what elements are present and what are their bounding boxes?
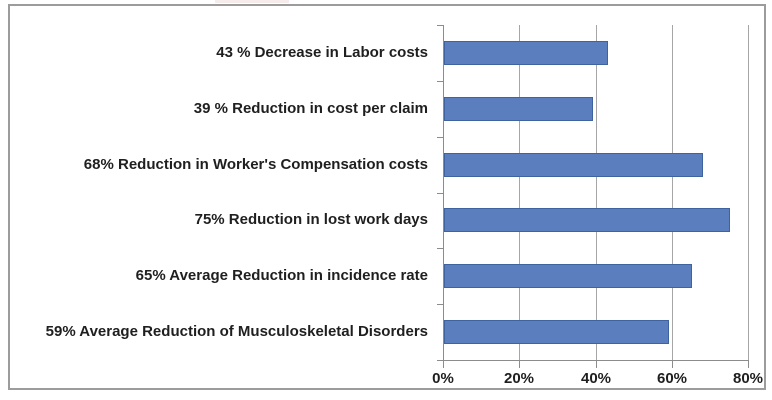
- page-edge-artifact: [215, 0, 289, 3]
- category-label: 75% Reduction in lost work days: [194, 211, 428, 228]
- gridline: [748, 25, 749, 360]
- gridline: [672, 25, 673, 360]
- x-axis-tick: [443, 360, 444, 368]
- y-axis-line: [443, 25, 444, 360]
- bar: [444, 153, 703, 177]
- y-axis-tick: [437, 193, 443, 194]
- x-axis-tick: [672, 360, 673, 368]
- category-label: 59% Average Reduction of Musculoskeletal…: [45, 323, 428, 340]
- y-axis-tick: [437, 360, 443, 361]
- x-axis-tick: [748, 360, 749, 368]
- y-axis-tick: [437, 25, 443, 26]
- bar: [444, 320, 669, 344]
- gridline: [519, 25, 520, 360]
- x-axis-tick-label: 60%: [656, 370, 688, 387]
- gridline: [596, 25, 597, 360]
- y-axis-tick: [437, 137, 443, 138]
- category-label: 68% Reduction in Worker's Compensation c…: [83, 156, 428, 173]
- bar: [444, 97, 593, 121]
- x-axis-line: [443, 360, 748, 361]
- x-axis-tick: [596, 360, 597, 368]
- x-axis-tick-label: 40%: [580, 370, 612, 387]
- x-axis-tick: [519, 360, 520, 368]
- category-label: 39 % Reduction in cost per claim: [193, 100, 428, 117]
- category-label: 43 % Decrease in Labor costs: [216, 44, 428, 61]
- y-axis-tick: [437, 248, 443, 249]
- x-axis-tick-label: 80%: [732, 370, 764, 387]
- y-axis-tick: [437, 304, 443, 305]
- bar: [444, 41, 608, 65]
- x-axis-tick-label: 20%: [503, 370, 535, 387]
- bar: [444, 208, 730, 232]
- bar: [444, 264, 692, 288]
- y-axis-tick: [437, 81, 443, 82]
- category-label: 65% Average Reduction in incidence rate: [135, 267, 428, 284]
- x-axis-tick-label: 0%: [432, 370, 454, 387]
